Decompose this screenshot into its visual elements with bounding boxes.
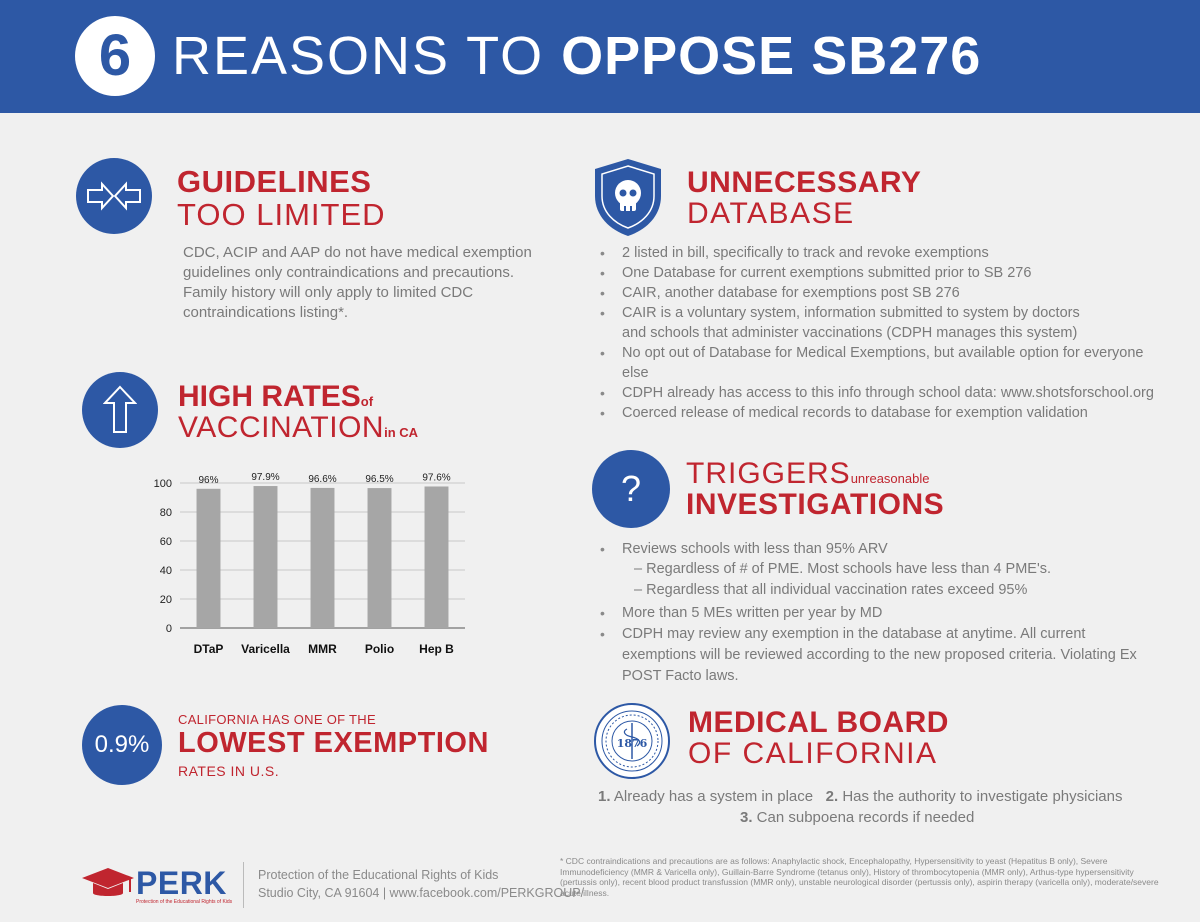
triggers-heading: TRIGGERSunreasonable (686, 457, 929, 491)
x-tick-label: MMR (308, 642, 337, 656)
number-badge: 6 (75, 16, 155, 96)
investigations-heading: INVESTIGATIONS (686, 488, 945, 521)
high-rates-bold: HIGH RATES (178, 380, 361, 413)
perk-logo-tagline: Protection of the Educational Rights of … (136, 899, 233, 905)
triggers-small: unreasonable (850, 471, 930, 486)
lowest-line1: CALIFORNIA HAS ONE OF THE (178, 712, 376, 727)
question-mark-glyph: ? (620, 468, 642, 509)
item-text: Has the authority to investigate physici… (838, 788, 1123, 805)
x-tick-label: Hep B (419, 642, 454, 656)
guidelines-heading: GUIDELINES (177, 164, 372, 199)
high-rates-of: of (360, 394, 374, 409)
list-item: Coerced release of medical records to da… (594, 403, 1154, 423)
guidelines-text: CDC, ACIP and AAP do not have medical ex… (183, 243, 543, 323)
vaccination-heading: VACCINATIONin CA (178, 411, 418, 445)
x-tick-label: DTaP (194, 642, 224, 656)
bar (424, 486, 449, 628)
y-tick-label: 0 (166, 623, 172, 635)
footnote: * CDC contraindications and precautions … (560, 856, 1159, 898)
data-label: 97.9% (251, 472, 279, 483)
title-bold: OPPOSE SB276 (561, 26, 982, 86)
medical-board-heading: MEDICAL BOARD (688, 706, 949, 739)
bar (253, 486, 278, 628)
item-number: 2. (825, 788, 839, 805)
text-line: guidelines only contraindications and pr… (183, 264, 515, 281)
y-tick-label: 20 (160, 594, 172, 606)
graduation-cap-icon (80, 866, 136, 907)
item-number: 1. (598, 788, 611, 805)
item-text: Can subpoena records if needed (752, 809, 975, 826)
database-bullet-list: 2 listed in bill, specifically to track … (594, 243, 1154, 423)
perk-logo: PERK (136, 865, 227, 901)
vaccination-in-ca: in CA (384, 425, 419, 440)
triggers-list: Reviews schools with less than 95% ARV –… (594, 539, 1159, 687)
list-item: No opt out of Database for Medical Exemp… (594, 343, 1154, 383)
medical-board-item-3: 3. Can subpoena records if needed (740, 808, 974, 828)
y-tick-label: 40 (160, 565, 172, 577)
bar (367, 488, 392, 628)
exemption-rate-badge: 0.9% (82, 705, 162, 785)
list-item: CAIR, another database for exemptions po… (594, 283, 1154, 303)
footer-divider (243, 862, 244, 908)
exemption-rate-value: 0.9% (94, 731, 150, 758)
triggers-light: TRIGGERS (686, 457, 851, 490)
vaccination-light: VACCINATION (178, 411, 385, 444)
medical-board-item-1-2: 1. Already has a system in place 2. Has … (598, 787, 1122, 807)
x-tick-label: Varicella (241, 642, 290, 656)
item-text: Already has a system in place (610, 788, 814, 805)
database-heading: UNNECESSARY (687, 166, 922, 199)
list-subitem: – Regardless of # of PME. Most schools h… (634, 561, 1052, 577)
text-line: contraindications listing*. (183, 304, 349, 321)
y-tick-label: 100 (154, 478, 172, 490)
list-item: One Database for current exemptions subm… (594, 263, 1154, 283)
medical-board-subheading: OF CALIFORNIA (688, 737, 938, 770)
database-subheading: DATABASE (687, 197, 855, 230)
lowest-line3: RATES IN U.S. (178, 763, 280, 779)
arrows-inward-icon (76, 158, 152, 234)
bar (310, 487, 335, 628)
item-number: 3. (740, 809, 753, 826)
org-address: Studio City, CA 91604 | www.facebook.com… (258, 886, 585, 900)
text-line: Family history will only apply to limite… (183, 284, 474, 301)
footer-org-info: Protection of the Educational Rights of … (258, 866, 584, 902)
data-label: 96.6% (308, 474, 336, 485)
bar (196, 488, 221, 628)
data-label: 96.5% (365, 474, 393, 485)
medical-board-seal: 1876 (593, 702, 671, 785)
high-rates-heading: HIGH RATESof (178, 380, 373, 414)
title-light: REASONS TO (172, 26, 562, 86)
list-item: CDPH may review any exemption in the dat… (594, 624, 1159, 687)
data-label: 96% (198, 475, 218, 486)
seal-year: 1876 (617, 737, 648, 750)
guidelines-subheading: TOO LIMITED (177, 197, 386, 232)
org-name: Protection of the Educational Rights of … (258, 868, 499, 882)
question-mark-icon: ? (592, 450, 670, 528)
header-banner (0, 0, 1200, 113)
y-tick-label: 60 (160, 536, 172, 548)
list-item: 2 listed in bill, specifically to track … (594, 243, 1154, 263)
list-item: CAIR is a voluntary system, information … (594, 303, 1094, 343)
shield-skull-icon (592, 156, 664, 243)
data-label: 97.6% (422, 472, 450, 483)
list-item: CDPH already has access to this info thr… (594, 383, 1154, 403)
text-line: CDC, ACIP and AAP do not have medical ex… (183, 244, 532, 261)
lowest-line2: LOWEST EXEMPTION (178, 727, 489, 759)
vaccination-rates-chart: 0 20 40 60 80 100 96% DTaP 97.9% Varicella 96.6% MM… (154, 472, 465, 656)
list-item: Reviews schools with less than 95% ARV (594, 539, 1159, 559)
list-item: More than 5 MEs written per year by MD (594, 602, 1159, 624)
page-title: REASONS TO OPPOSE SB276 (172, 23, 981, 89)
y-tick-label: 80 (160, 507, 172, 519)
x-tick-label: Polio (365, 642, 394, 656)
list-subitem: – Regardless that all individual vaccina… (634, 582, 1028, 598)
arrow-up-icon (82, 372, 158, 448)
